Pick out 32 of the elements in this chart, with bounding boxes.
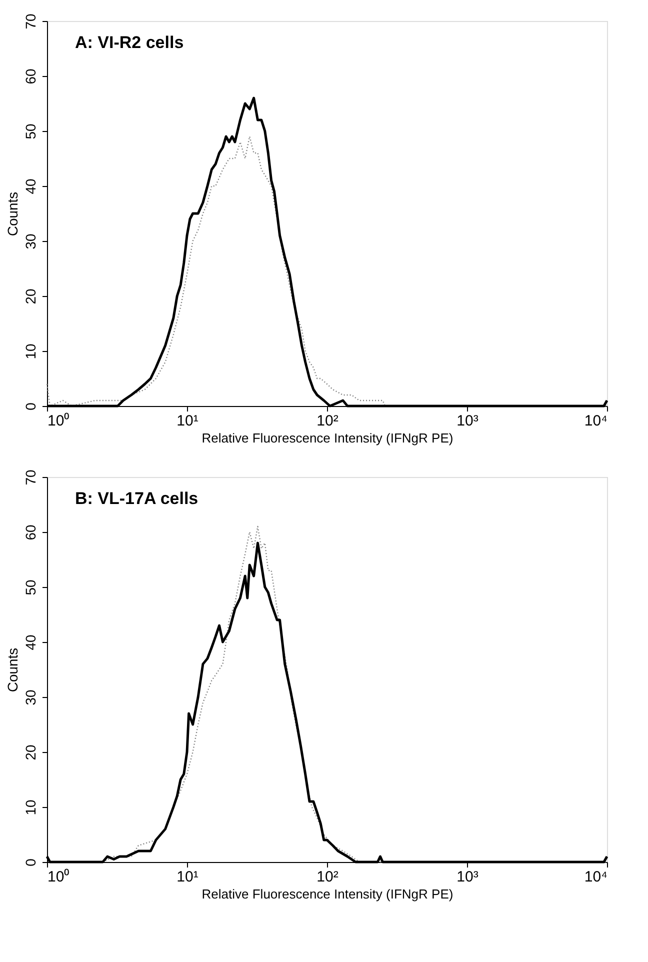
y-tick-label: 50 <box>22 580 38 596</box>
y-axis-title: Counts <box>4 192 20 236</box>
y-tick-label: 40 <box>22 634 38 650</box>
y-tick-label: 70 <box>22 470 38 486</box>
y-tick-label: 0 <box>22 858 38 866</box>
x-tick-label: 10³ <box>456 868 478 886</box>
y-tick-label: 70 <box>22 14 38 30</box>
x-tick-label: 10⁴ <box>584 868 608 886</box>
x-axis-title: Relative Fluorescence Intensity (IFNgR PE) <box>202 430 454 446</box>
text: B: VL-17A cells <box>75 489 198 508</box>
text: A: VI-R2 cells <box>75 33 184 52</box>
y-tick-label: 10 <box>22 344 38 360</box>
y-tick-label: 50 <box>22 124 38 140</box>
y-tick-label: 20 <box>22 744 38 760</box>
y-tick-label: 60 <box>22 68 38 84</box>
x-tick-label: 10¹ <box>176 868 198 886</box>
x-tick-label: 10⁰ <box>48 412 70 430</box>
x-tick-label: 10³ <box>456 412 478 430</box>
x-tick-label: 10² <box>316 412 338 430</box>
y-tick-label: 30 <box>22 690 38 706</box>
x-axis-title: Relative Fluorescence Intensity (IFNgR PE) <box>202 886 454 902</box>
y-tick-label: 10 <box>22 800 38 816</box>
x-tick-label: 10⁰ <box>48 868 70 886</box>
x-tick-label: 10⁴ <box>584 412 608 430</box>
y-tick-label: 60 <box>22 524 38 540</box>
y-tick-label: 20 <box>22 288 38 304</box>
y-tick-label: 0 <box>22 402 38 410</box>
x-tick-label: 10² <box>316 868 338 886</box>
x-tick-label: 10¹ <box>176 412 198 430</box>
y-tick-label: 40 <box>22 178 38 194</box>
y-tick-label: 30 <box>22 234 38 250</box>
y-axis-title: Counts <box>4 648 20 692</box>
